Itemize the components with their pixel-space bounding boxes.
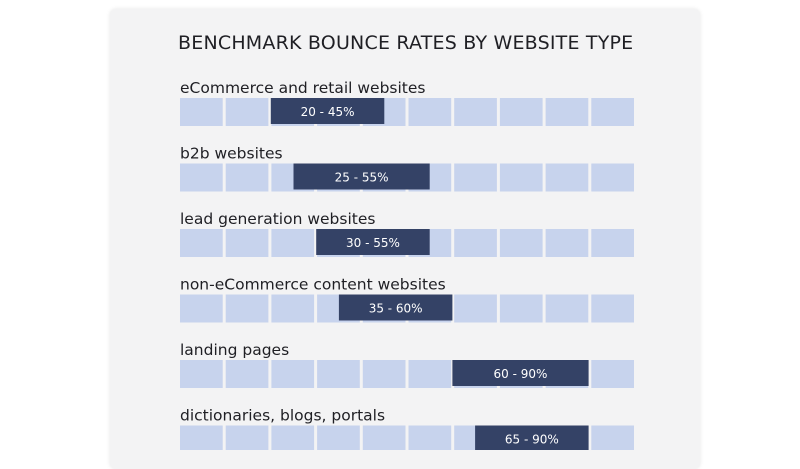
grid-cell <box>545 163 589 192</box>
grid-cell <box>591 229 634 257</box>
range-bar <box>338 294 453 321</box>
grid-cell <box>591 294 634 323</box>
range-label: 65 - 90% <box>505 433 559 447</box>
range-label: 60 - 90% <box>494 367 548 381</box>
grid-cell <box>180 294 223 323</box>
range-bar <box>452 360 589 386</box>
range-bar <box>270 98 385 124</box>
chart-row: dictionaries, blogs, portals 65 - 90% <box>180 407 634 450</box>
grid-cell <box>180 229 223 257</box>
range-label: 25 - 55% <box>335 171 389 185</box>
grid-cell <box>180 360 223 388</box>
grid-cell <box>454 229 497 257</box>
grid-cell <box>180 98 223 126</box>
row-label: lead generation websites <box>180 210 375 228</box>
grid-cell <box>317 360 360 388</box>
grid-cell <box>225 229 269 257</box>
grid-cell <box>225 360 269 388</box>
grid-cell <box>545 229 589 257</box>
grid-cell <box>362 360 406 388</box>
grid-cell <box>591 163 634 192</box>
grid-cell <box>499 229 543 257</box>
range-bar <box>316 229 430 255</box>
row-label: dictionaries, blogs, portals <box>180 407 385 425</box>
grid-cell <box>454 294 497 323</box>
grid-cell <box>271 294 315 323</box>
grid-cell <box>408 98 452 126</box>
row-label: eCommerce and retail websites <box>180 79 426 97</box>
chart-row: lead generation websites 30 - 55% <box>180 210 634 257</box>
range-label: 20 - 45% <box>301 105 355 119</box>
grid-cell <box>591 98 634 126</box>
chart-row: non-eCommerce content websites 35 - 60% <box>180 276 634 323</box>
grid-cell <box>271 425 315 450</box>
grid-cell <box>545 294 589 323</box>
grid-cell <box>362 425 406 450</box>
bounce-rate-chart: eCommerce and retail websites 20 - 45% b2b… <box>180 79 634 450</box>
chart-row: eCommerce and retail websites 20 - 45% <box>180 79 634 126</box>
grid-cell <box>271 229 315 257</box>
grid-cell <box>225 98 269 126</box>
row-label: landing pages <box>180 341 289 359</box>
grid-cell <box>454 98 497 126</box>
grid-cell <box>408 425 452 450</box>
row-label: b2b websites <box>180 145 283 163</box>
grid-cell <box>545 98 589 126</box>
grid-cell <box>454 163 497 192</box>
grid-cell <box>180 163 223 192</box>
grid-cell <box>225 163 269 192</box>
row-label: non-eCommerce content websites <box>180 276 446 294</box>
grid-cell <box>591 425 634 450</box>
grid-cell <box>499 98 543 126</box>
chart-row: landing pages 60 - 90% <box>180 341 634 388</box>
grid-cell <box>408 360 452 388</box>
grid-cell <box>499 163 543 192</box>
range-label: 35 - 60% <box>369 302 423 316</box>
chart-title: BENCHMARK BOUNCE RATES BY WEBSITE TYPE <box>178 32 634 54</box>
chart-row: b2b websites 25 - 55% <box>180 145 634 192</box>
grid-cell <box>180 425 223 450</box>
range-bar <box>293 163 430 190</box>
grid-cell <box>317 425 360 450</box>
grid-cell <box>271 360 315 388</box>
range-bar <box>475 425 589 450</box>
grid-cell <box>225 425 269 450</box>
range-label: 30 - 55% <box>346 236 400 250</box>
grid-cell <box>225 294 269 323</box>
grid-cell <box>499 294 543 323</box>
grid-cell <box>591 360 634 388</box>
